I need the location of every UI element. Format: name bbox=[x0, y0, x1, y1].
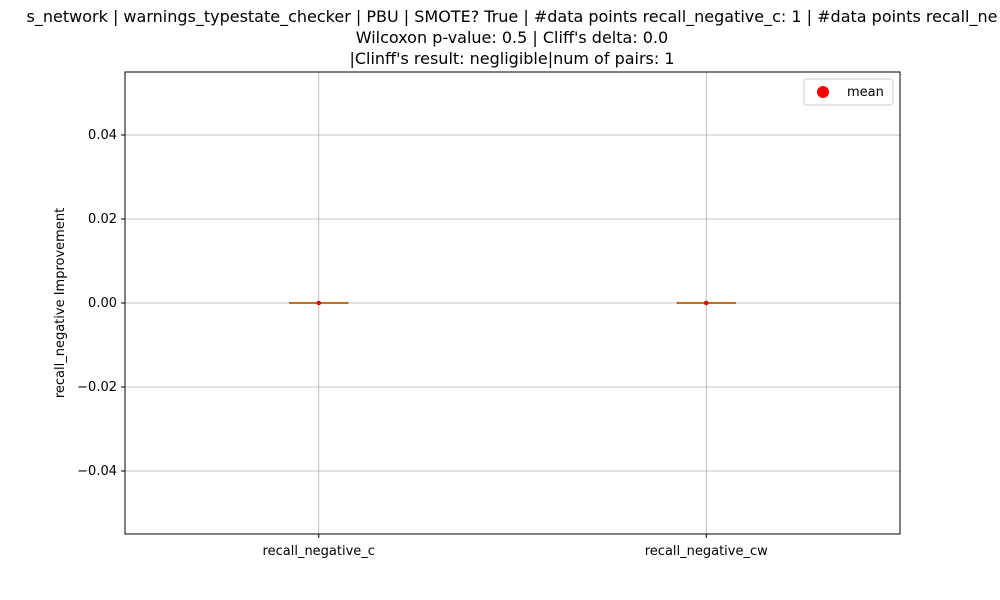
y-axis-label: recall_negative Improvement bbox=[53, 208, 68, 398]
y-axis-ticks: −0.04 −0.02 0.00 0.02 0.04 bbox=[77, 128, 125, 479]
chart-title: s_network | warnings_typestate_checker |… bbox=[27, 7, 998, 68]
x-tick-label: recall_negative_c bbox=[263, 544, 375, 559]
title-line-3: |Clinff's result: negligible|num of pair… bbox=[349, 49, 674, 68]
title-line-1: s_network | warnings_typestate_checker |… bbox=[27, 7, 998, 27]
grid-lines bbox=[125, 72, 900, 534]
mean-marker bbox=[316, 300, 321, 306]
title-line-2: Wilcoxon p-value: 0.5 | Cliff's delta: 0… bbox=[356, 28, 668, 47]
y-tick-label: −0.04 bbox=[77, 464, 117, 479]
y-tick-label: −0.02 bbox=[77, 380, 117, 395]
legend-mean-marker bbox=[817, 86, 829, 98]
mean-marker bbox=[704, 300, 709, 306]
box-series bbox=[289, 300, 736, 306]
x-tick-label: recall_negative_cw bbox=[645, 544, 768, 559]
y-tick-label: 0.02 bbox=[88, 212, 117, 227]
y-tick-label: 0.04 bbox=[88, 128, 117, 143]
legend: mean bbox=[803, 78, 894, 106]
y-tick-label: 0.00 bbox=[88, 296, 117, 311]
box-recall_negative_c bbox=[289, 300, 349, 306]
legend-frame bbox=[803, 78, 894, 106]
x-axis-ticks: recall_negative_c recall_negative_cw bbox=[263, 534, 768, 559]
legend-mean-label: mean bbox=[847, 85, 884, 100]
box-recall_negative_cw bbox=[676, 300, 736, 306]
